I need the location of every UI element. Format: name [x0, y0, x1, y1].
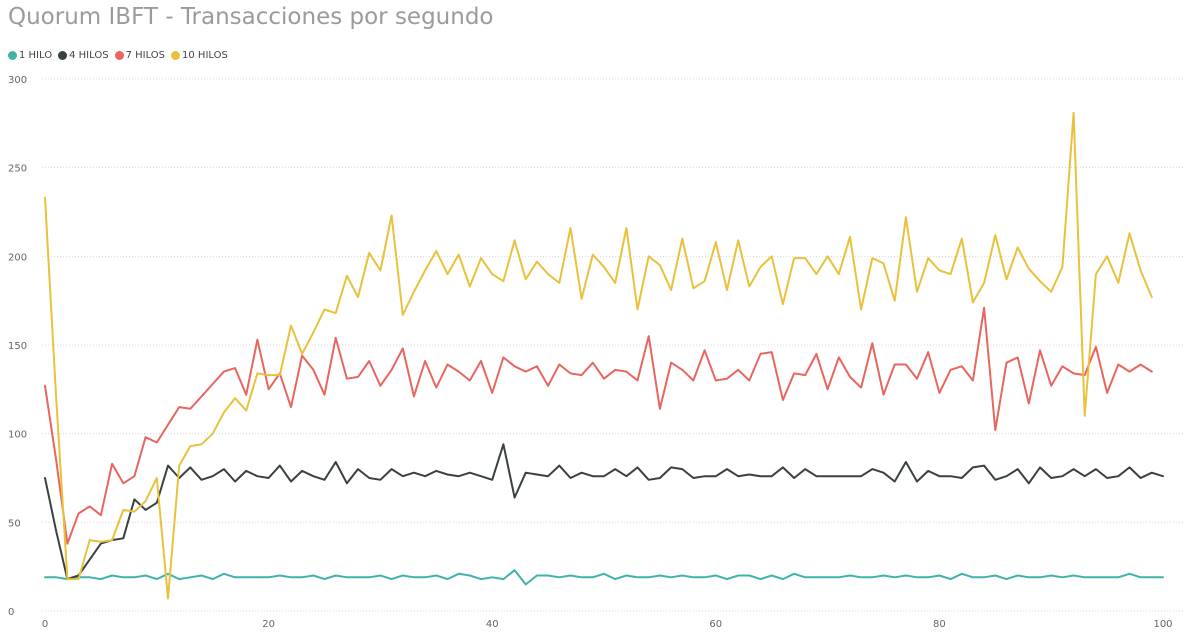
- y-tick-label: 250: [8, 164, 27, 175]
- legend-label-4-hilos: 4 HILOS: [69, 50, 109, 61]
- y-tick-label: 50: [8, 518, 21, 529]
- x-tick-label: 40: [486, 619, 499, 630]
- legend-label-10-hilos: 10 HILOS: [182, 50, 228, 61]
- y-tick-label: 0: [8, 607, 14, 618]
- x-tick-label: 80: [933, 619, 946, 630]
- legend-marker-10-hilos: [171, 51, 181, 60]
- legend-marker-1-hilo: [8, 51, 17, 60]
- y-tick-label: 100: [8, 430, 27, 441]
- series-line-7-hilos[interactable]: [44, 306, 1153, 545]
- y-tick-label: 150: [8, 341, 27, 352]
- x-tick-label: 0: [42, 619, 48, 630]
- chart-title: Quorum IBFT - Transacciones por segundo: [8, 4, 494, 30]
- x-tick-label: 60: [709, 619, 722, 630]
- series-line-10-hilos[interactable]: [44, 111, 1153, 600]
- legend-item-4-hilos[interactable]: 4 HILOS: [58, 50, 109, 61]
- y-tick-label: 300: [8, 75, 27, 86]
- legend-label-1-hilo: 1 HILO: [19, 50, 53, 61]
- y-tick-label: 200: [8, 252, 27, 263]
- legend-label-7-hilos: 7 HILOS: [125, 50, 166, 61]
- legend-item-1-hilo[interactable]: 1 HILO: [8, 50, 52, 61]
- x-tick-label: 100: [1153, 619, 1172, 630]
- series-line-1-hilo[interactable]: [44, 569, 1164, 586]
- legend: 1 HILO 4 HILOS 7 HILOS 10 HILOS: [8, 50, 234, 61]
- x-tick-label: 20: [262, 619, 275, 630]
- legend-marker-4-hilos: [58, 51, 68, 60]
- legend-marker-7-hilos: [114, 51, 124, 60]
- legend-item-7-hilos[interactable]: 7 HILOS: [114, 50, 166, 61]
- series-line-4-hilos[interactable]: [44, 443, 1164, 581]
- legend-item-10-hilos[interactable]: 10 HILOS: [171, 50, 228, 61]
